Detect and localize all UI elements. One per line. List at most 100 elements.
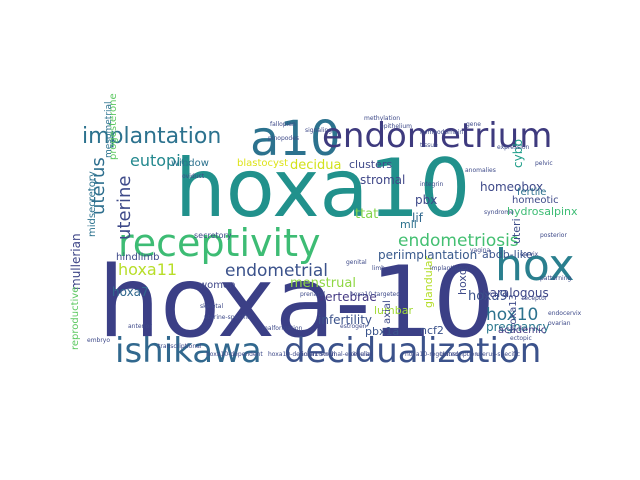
word-95: cervix [520, 251, 539, 258]
word-52: progesterone [108, 93, 119, 160]
word-57: hoxa10-deficient [268, 351, 319, 358]
word-29: mullerian [69, 233, 83, 290]
word-68: genital [346, 259, 367, 266]
word-89: malformation [262, 325, 303, 332]
word-27: menstrual [290, 276, 356, 291]
word-79: uterus-specific [476, 351, 520, 358]
word-28: vertebrae [318, 290, 377, 304]
word-37: glandular [422, 255, 435, 308]
word-96: vagina [470, 247, 491, 254]
word-70: hoxa10-regulated [405, 351, 458, 358]
word-60: tissue [420, 142, 438, 149]
word-31: lumbar [374, 304, 413, 317]
word-23: hox10 [486, 305, 538, 325]
word-15: hoxa7 [112, 285, 149, 299]
word-65: signaling [305, 127, 332, 134]
word-67: estrogen [340, 323, 367, 330]
word-8: implantation [82, 124, 221, 149]
word-41: ncf2 [420, 324, 444, 337]
word-45: clusters [349, 158, 392, 171]
word-42: pbx1a [365, 325, 399, 338]
word-63: hoxa10-null [300, 351, 336, 358]
word-64: cellular [350, 351, 372, 358]
word-40: academic [498, 325, 546, 336]
word-20: periimplantation [378, 248, 477, 262]
word-98: endocervix [548, 310, 582, 317]
word-93: skeletal [200, 303, 223, 310]
word-75: anterior [128, 323, 152, 330]
word-56: epithelium [380, 123, 412, 130]
word-26: infertility [318, 313, 372, 327]
word-78: prenatal [300, 291, 325, 298]
word-47: women [199, 280, 236, 291]
word-51: midsecretory [87, 171, 98, 237]
word-87: integrin [420, 181, 443, 188]
word-16: homeobox [480, 180, 543, 194]
word-49: hindlimb [116, 252, 159, 263]
word-17: stromal [360, 173, 405, 187]
word-61: gene [466, 121, 481, 128]
word-30: hoxd [456, 268, 469, 295]
word-6: ishikawa [115, 331, 262, 371]
word-86: receptor [522, 295, 548, 302]
word-83: pelvic [535, 160, 553, 167]
word-85: transcription [440, 351, 478, 358]
word-5: hox [495, 240, 575, 291]
word-77: ovarian [548, 320, 571, 327]
word-50: homeotic [512, 195, 559, 206]
word-48: window [171, 158, 209, 169]
word-32: uteri [510, 218, 523, 244]
word-36: mll [400, 218, 417, 231]
word-73: oviduct [182, 173, 205, 180]
word-69: uterine-specific [204, 314, 250, 321]
word-43: axial [382, 300, 393, 324]
word-13: endometrial [225, 261, 328, 281]
word-53: mesometrial [104, 101, 114, 158]
word-66: pinopodes [268, 135, 299, 142]
word-25: pregnancy [486, 320, 550, 334]
word-54: hoxa13 [508, 294, 519, 331]
word-7: decidualization [284, 331, 541, 371]
word-1: hoxa-10 [98, 246, 495, 360]
word-11: uterine [114, 176, 135, 240]
word-81: hoxa10-dependent [206, 351, 263, 358]
word-84: homeodomain [420, 129, 463, 136]
word-58: embryo [87, 337, 110, 344]
word-4: receptivity [118, 221, 320, 265]
word-59: transcriptional [158, 343, 202, 350]
word-22: hoxa9 [468, 289, 508, 304]
word-72: fallopian [270, 121, 296, 128]
word-76: implanting [430, 265, 462, 272]
word-91: hoxa10-targeted [350, 291, 400, 298]
word-12: endometriosis [398, 231, 519, 251]
word-71: methylation [364, 115, 400, 122]
word-97: ectopic [510, 335, 532, 342]
word-19: ttat [355, 207, 378, 222]
word-21: abdb-like [482, 248, 533, 261]
word-88: anomalies [465, 167, 496, 174]
word-62: expression [497, 144, 530, 151]
word-44: reproductive [70, 287, 81, 350]
word-90: patterning [540, 275, 572, 282]
word-82: syndrome [484, 209, 514, 216]
word-24: paralogous [482, 286, 549, 300]
word-9: eutopic [130, 151, 189, 170]
word-3: endometrium [322, 116, 552, 156]
word-34: lif [412, 211, 424, 225]
word-39: fertile [517, 187, 546, 198]
word-2: a10 [250, 111, 341, 167]
word-46: blastocyst [237, 158, 288, 169]
word-94: sacral [452, 265, 470, 272]
word-0: hoxa10 [175, 142, 470, 235]
word-80: stromal-epithelial [320, 351, 373, 358]
word-92: limb [372, 265, 385, 272]
word-38: hydrosalpinx [507, 205, 578, 218]
word-74: posterior [540, 232, 567, 239]
word-18: decidua [290, 158, 341, 173]
word-14: hoxa11 [118, 260, 177, 279]
word-10: uterus [88, 157, 109, 215]
word-55: secretory [194, 231, 232, 240]
